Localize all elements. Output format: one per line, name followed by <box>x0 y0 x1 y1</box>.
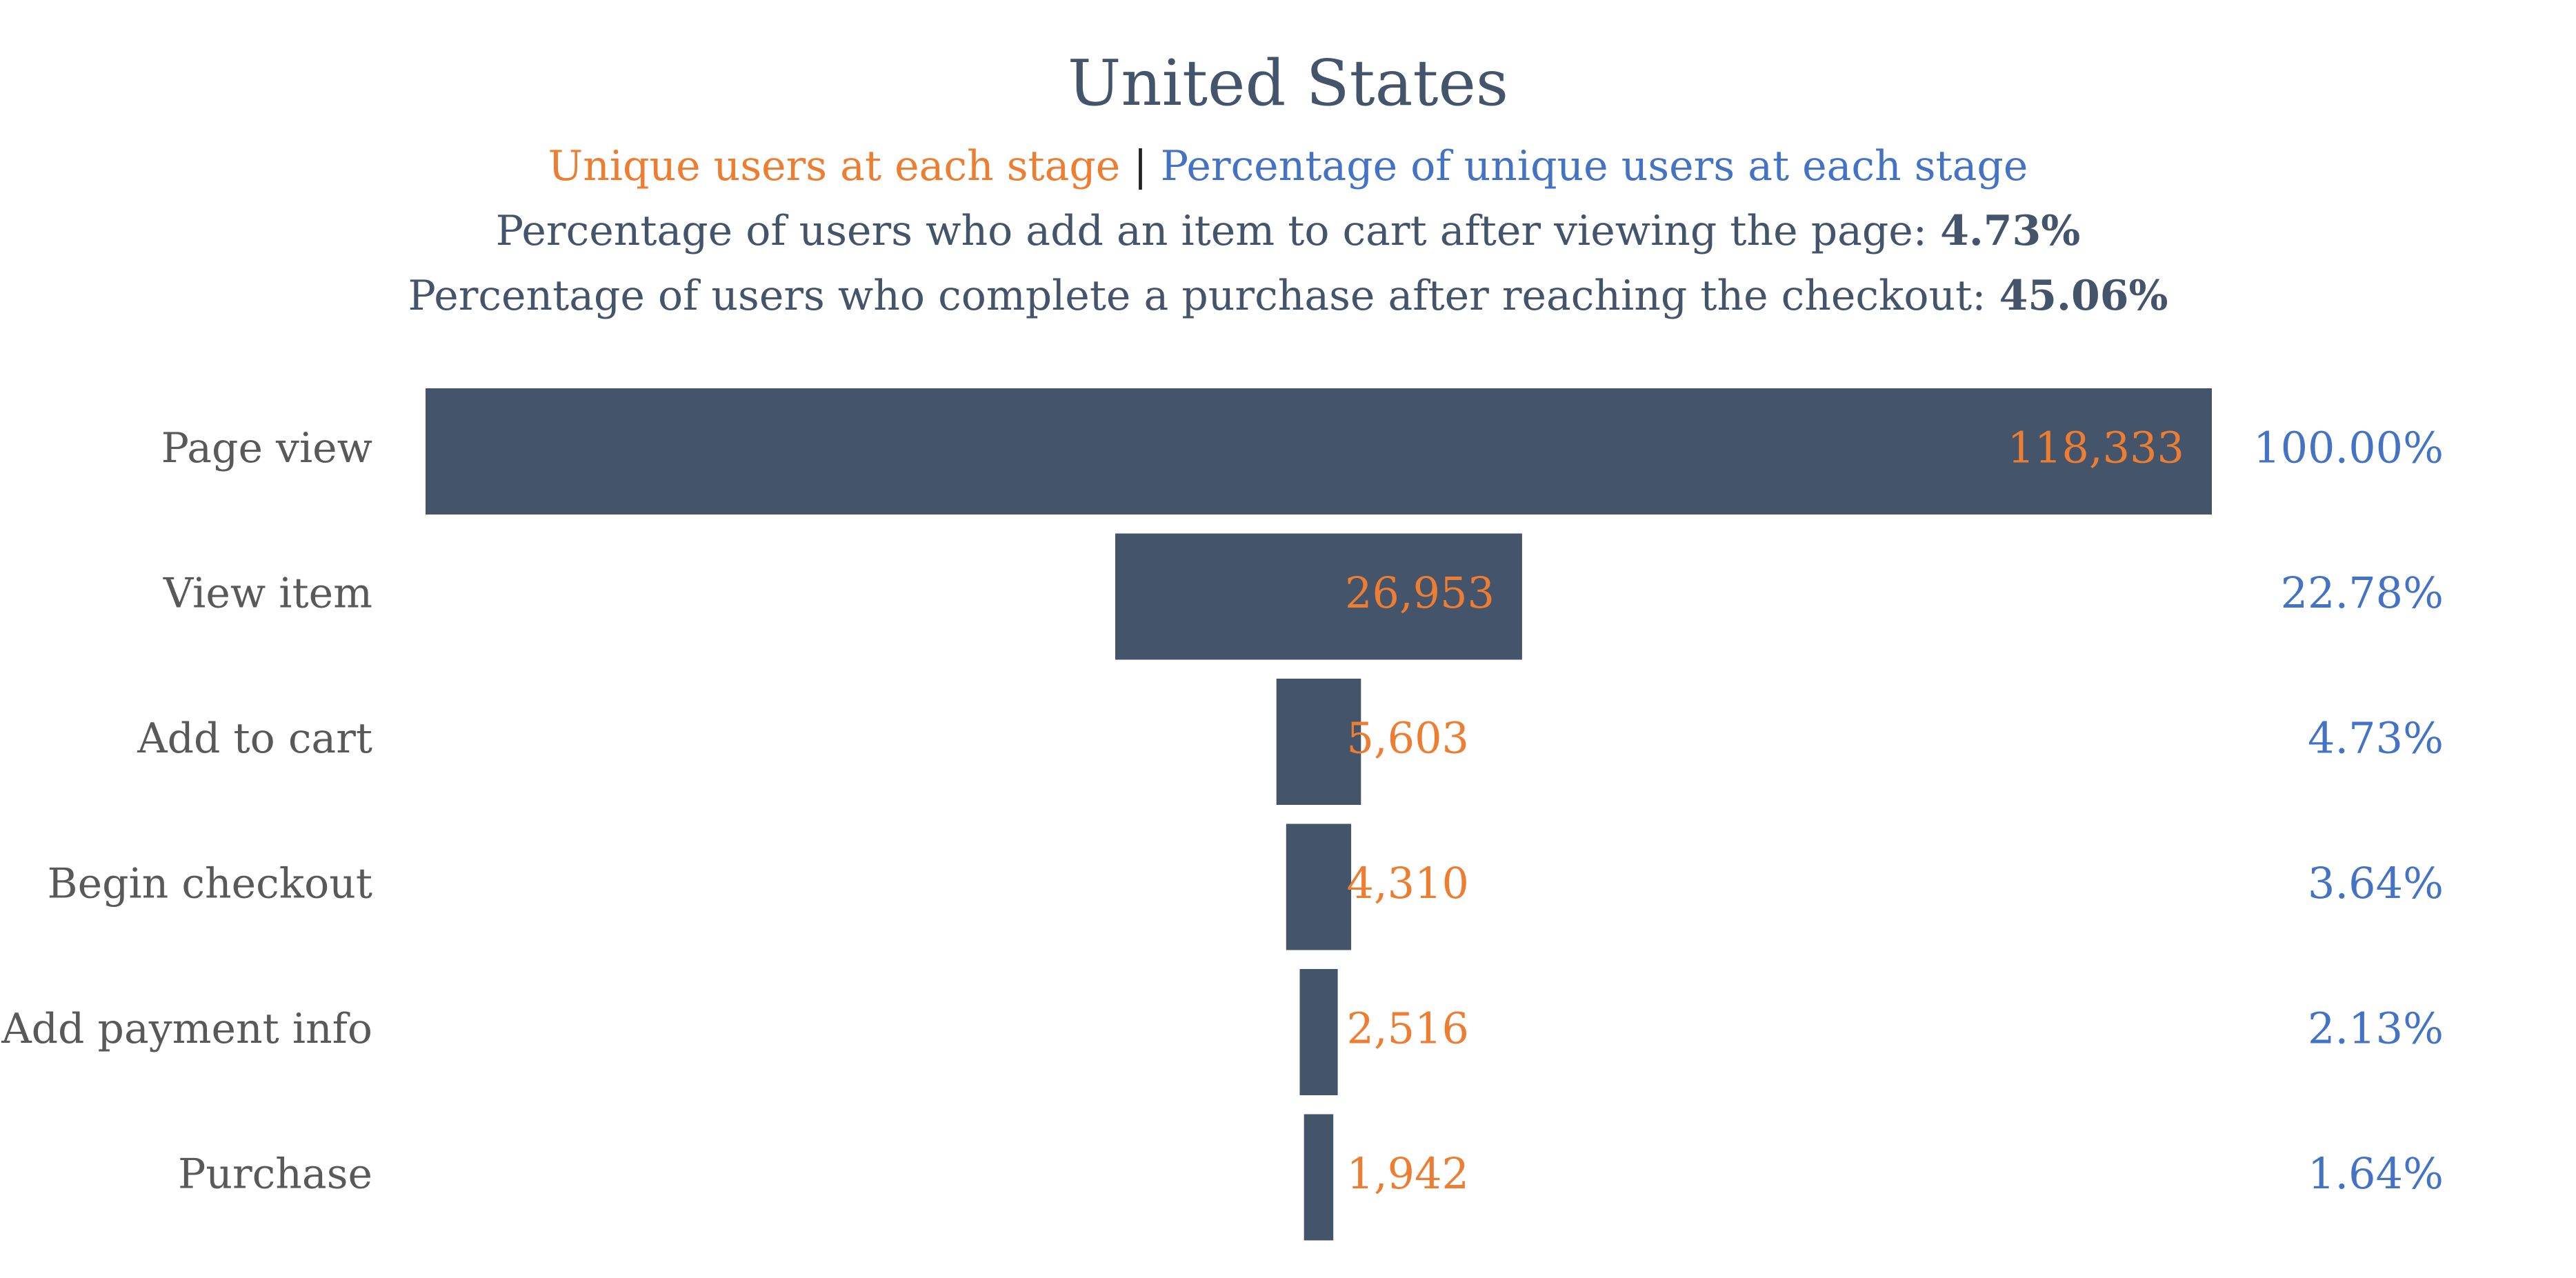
value-label-4: 2,516 <box>1347 1004 1470 1054</box>
percent-label-0: 100.00% <box>2253 423 2444 473</box>
category-label-4: Add payment info <box>1 1005 372 1053</box>
stat-purchase-rate: Percentage of users who complete a purch… <box>0 273 2576 319</box>
funnel-bar-1 <box>1115 533 1522 660</box>
percent-label-3: 3.64% <box>2308 858 2444 908</box>
stat-purchase-value: 45.06% <box>1999 272 2168 320</box>
funnel-bar-0 <box>426 388 2212 515</box>
percent-label-1: 22.78% <box>2281 568 2444 618</box>
value-label-3: 4,310 <box>1347 858 1470 908</box>
funnel-bar-4 <box>1299 969 1338 1095</box>
funnel-bar-3 <box>1286 823 1352 950</box>
category-label-0: Page view <box>161 424 372 472</box>
stat-add-to-cart-label: Percentage of users who add an item to c… <box>495 207 1928 255</box>
percent-label-4: 2.13% <box>2308 1004 2444 1054</box>
percent-label-2: 4.73% <box>2308 713 2444 763</box>
value-label-0: 118,333 <box>2008 423 2184 473</box>
value-label-1: 26,953 <box>1345 568 1495 618</box>
category-label-1: View item <box>163 570 372 618</box>
chart-title: United States <box>1067 46 1509 120</box>
value-label-5: 1,942 <box>1347 1148 1470 1199</box>
legend-unique-users: Unique users at each stage <box>548 142 1121 190</box>
category-label-3: Begin checkout <box>47 860 372 908</box>
funnel-bar-5 <box>1304 1114 1334 1241</box>
percent-label-5: 1.64% <box>2308 1148 2444 1199</box>
category-label-2: Add to cart <box>137 715 372 763</box>
legend-separator: | <box>1133 142 1148 190</box>
funnel-bar-2 <box>1276 679 1361 805</box>
category-label-5: Purchase <box>178 1150 372 1199</box>
chart-legend: Unique users at each stage | Percentage … <box>0 143 2576 189</box>
stat-add-to-cart-rate: Percentage of users who add an item to c… <box>0 208 2576 254</box>
value-label-2: 5,603 <box>1347 713 1470 763</box>
legend-percentage: Percentage of unique users at each stage <box>1160 142 2028 190</box>
stat-add-to-cart-value: 4.73% <box>1940 207 2081 255</box>
stat-purchase-label: Percentage of users who complete a purch… <box>408 272 1986 320</box>
